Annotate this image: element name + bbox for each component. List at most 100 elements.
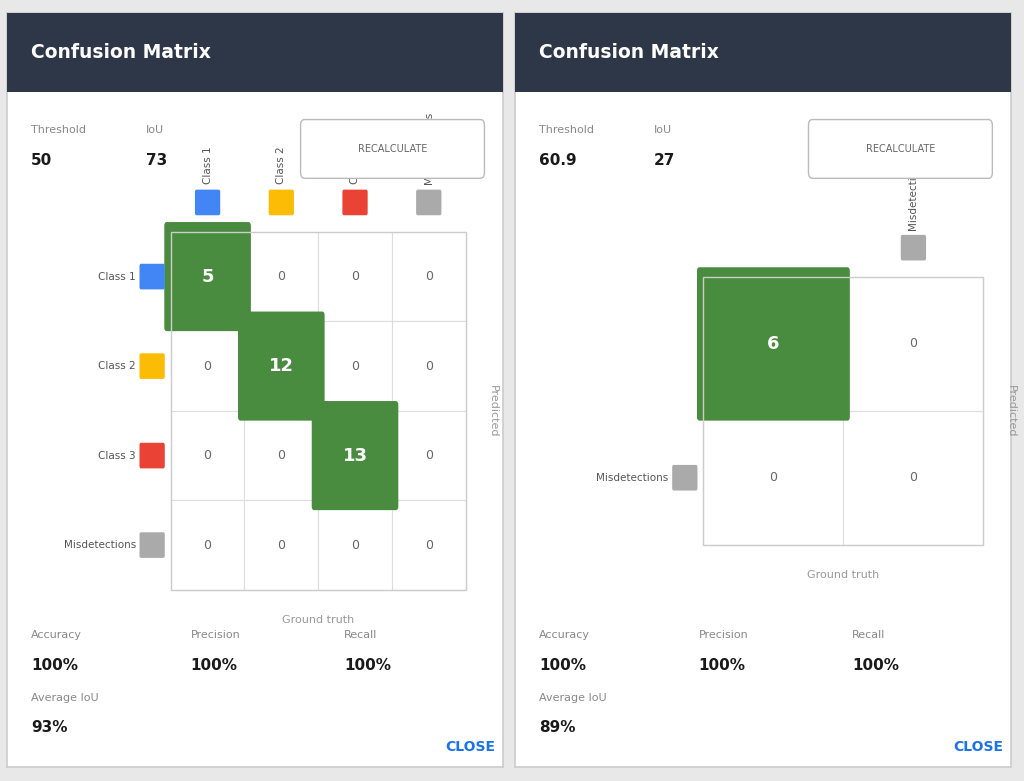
Text: 100%: 100% [852,658,899,672]
Text: Accuracy: Accuracy [539,630,590,640]
FancyBboxPatch shape [139,353,165,379]
FancyBboxPatch shape [901,235,926,261]
Text: 100%: 100% [31,658,78,672]
Text: 13: 13 [343,447,368,465]
Text: 0: 0 [204,359,212,373]
Bar [703,411,844,544]
Text: 0: 0 [909,337,918,351]
Text: 0: 0 [351,359,359,373]
Bar [171,321,245,411]
Text: 100%: 100% [539,658,586,672]
Text: Misdetections: Misdetections [908,157,919,230]
Text: 5: 5 [202,268,214,286]
Text: IoU: IoU [146,125,164,135]
Bar [171,501,245,590]
Text: Confusion Matrix: Confusion Matrix [539,43,719,62]
FancyBboxPatch shape [697,267,850,421]
Text: 0: 0 [425,270,433,283]
Text: 27: 27 [654,153,675,168]
FancyBboxPatch shape [416,190,441,216]
FancyBboxPatch shape [342,190,368,216]
Bar [171,411,245,501]
Bar [245,232,318,321]
Text: Misdetections: Misdetections [596,473,669,483]
Text: Precision: Precision [190,630,241,640]
FancyBboxPatch shape [268,190,294,216]
Text: Class 3: Class 3 [350,147,360,184]
Text: Predicted: Predicted [487,384,498,437]
Text: Misdetections: Misdetections [424,112,434,184]
Text: Class 1: Class 1 [203,147,213,184]
Bar [392,501,466,590]
Bar [318,501,392,590]
Text: Misdetections: Misdetections [63,540,136,550]
FancyBboxPatch shape [311,401,398,510]
Text: 0: 0 [425,539,433,551]
Text: Accuracy: Accuracy [31,630,82,640]
Text: 6: 6 [767,335,779,353]
Text: Class 2: Class 2 [276,147,287,184]
Text: 100%: 100% [190,658,238,672]
Text: RECALCULATE: RECALCULATE [865,144,935,154]
Text: 0: 0 [351,270,359,283]
FancyBboxPatch shape [139,443,165,469]
Text: 100%: 100% [344,658,391,672]
Text: Ground truth: Ground truth [282,615,354,625]
Bar [318,321,392,411]
Bar [392,321,466,411]
Text: CLOSE: CLOSE [953,740,1004,754]
Text: 73: 73 [146,153,167,168]
Bar [844,411,983,544]
Text: 60.9: 60.9 [539,153,577,168]
Text: 12: 12 [269,357,294,375]
Bar [7,13,503,92]
Text: IoU: IoU [654,125,672,135]
Text: 50: 50 [31,153,52,168]
Text: 0: 0 [425,449,433,462]
Bar [703,277,983,544]
Text: 0: 0 [204,539,212,551]
Text: 0: 0 [909,471,918,484]
Text: Recall: Recall [852,630,886,640]
Text: Class 2: Class 2 [98,361,136,371]
Text: Class 3: Class 3 [98,451,136,461]
FancyBboxPatch shape [238,312,325,421]
Text: 93%: 93% [31,720,68,735]
FancyBboxPatch shape [164,222,251,331]
Text: Threshold: Threshold [539,125,594,135]
FancyBboxPatch shape [139,533,165,558]
Text: 0: 0 [278,270,286,283]
Text: Predicted: Predicted [1006,384,1016,437]
Text: Class 1: Class 1 [98,272,136,282]
FancyBboxPatch shape [809,119,992,178]
Bar [392,411,466,501]
Text: 0: 0 [425,359,433,373]
FancyBboxPatch shape [139,264,165,290]
Text: Precision: Precision [698,630,749,640]
Text: Recall: Recall [344,630,378,640]
Text: RECALCULATE: RECALCULATE [357,144,427,154]
Bar [318,232,392,321]
Text: 89%: 89% [539,720,575,735]
Bar [515,13,1011,92]
Text: Average IoU: Average IoU [539,693,606,703]
Bar [392,232,466,321]
Bar [844,277,983,411]
Text: Average IoU: Average IoU [31,693,98,703]
Text: CLOSE: CLOSE [445,740,496,754]
Text: 0: 0 [351,539,359,551]
Text: Threshold: Threshold [31,125,86,135]
Bar [245,411,318,501]
Text: Ground truth: Ground truth [807,570,880,580]
Text: Confusion Matrix: Confusion Matrix [31,43,211,62]
FancyBboxPatch shape [301,119,484,178]
Text: 0: 0 [278,449,286,462]
Bar [245,501,318,590]
Text: 0: 0 [278,539,286,551]
Text: 0: 0 [204,449,212,462]
Bar [171,232,466,590]
FancyBboxPatch shape [195,190,220,216]
Text: 100%: 100% [698,658,745,672]
Text: 0: 0 [769,471,777,484]
FancyBboxPatch shape [672,465,697,490]
